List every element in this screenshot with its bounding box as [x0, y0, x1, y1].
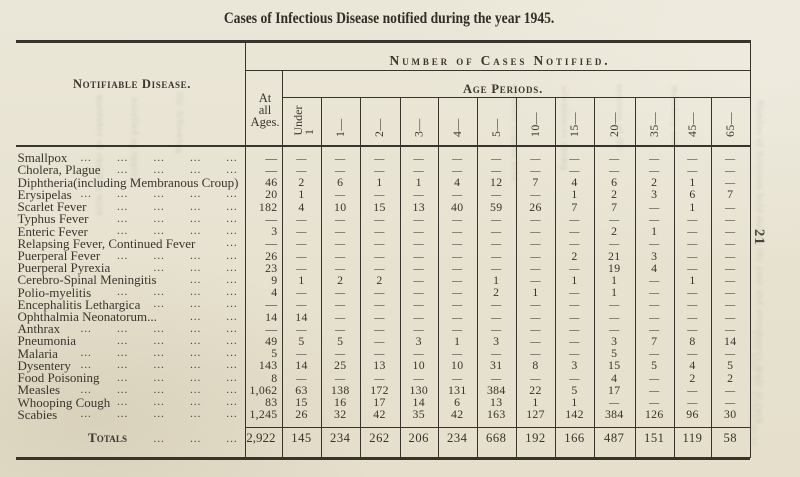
svg-text:45—: 45— [685, 112, 699, 137]
svg-text:4—: 4— [450, 118, 464, 137]
svg-text:1—: 1— [333, 118, 347, 137]
svg-text:35—: 35— [647, 112, 661, 137]
svg-text:Under: Under [291, 106, 305, 136]
svg-text:1: 1 [302, 129, 316, 135]
svg-text:65—: 65— [723, 112, 737, 137]
svg-text:10—: 10— [528, 112, 542, 137]
svg-text:15—: 15— [567, 112, 581, 137]
svg-text:5—: 5— [489, 118, 503, 137]
svg-text:3—: 3— [411, 118, 425, 137]
svg-text:2—: 2— [372, 118, 386, 137]
svg-text:20—: 20— [607, 112, 621, 137]
